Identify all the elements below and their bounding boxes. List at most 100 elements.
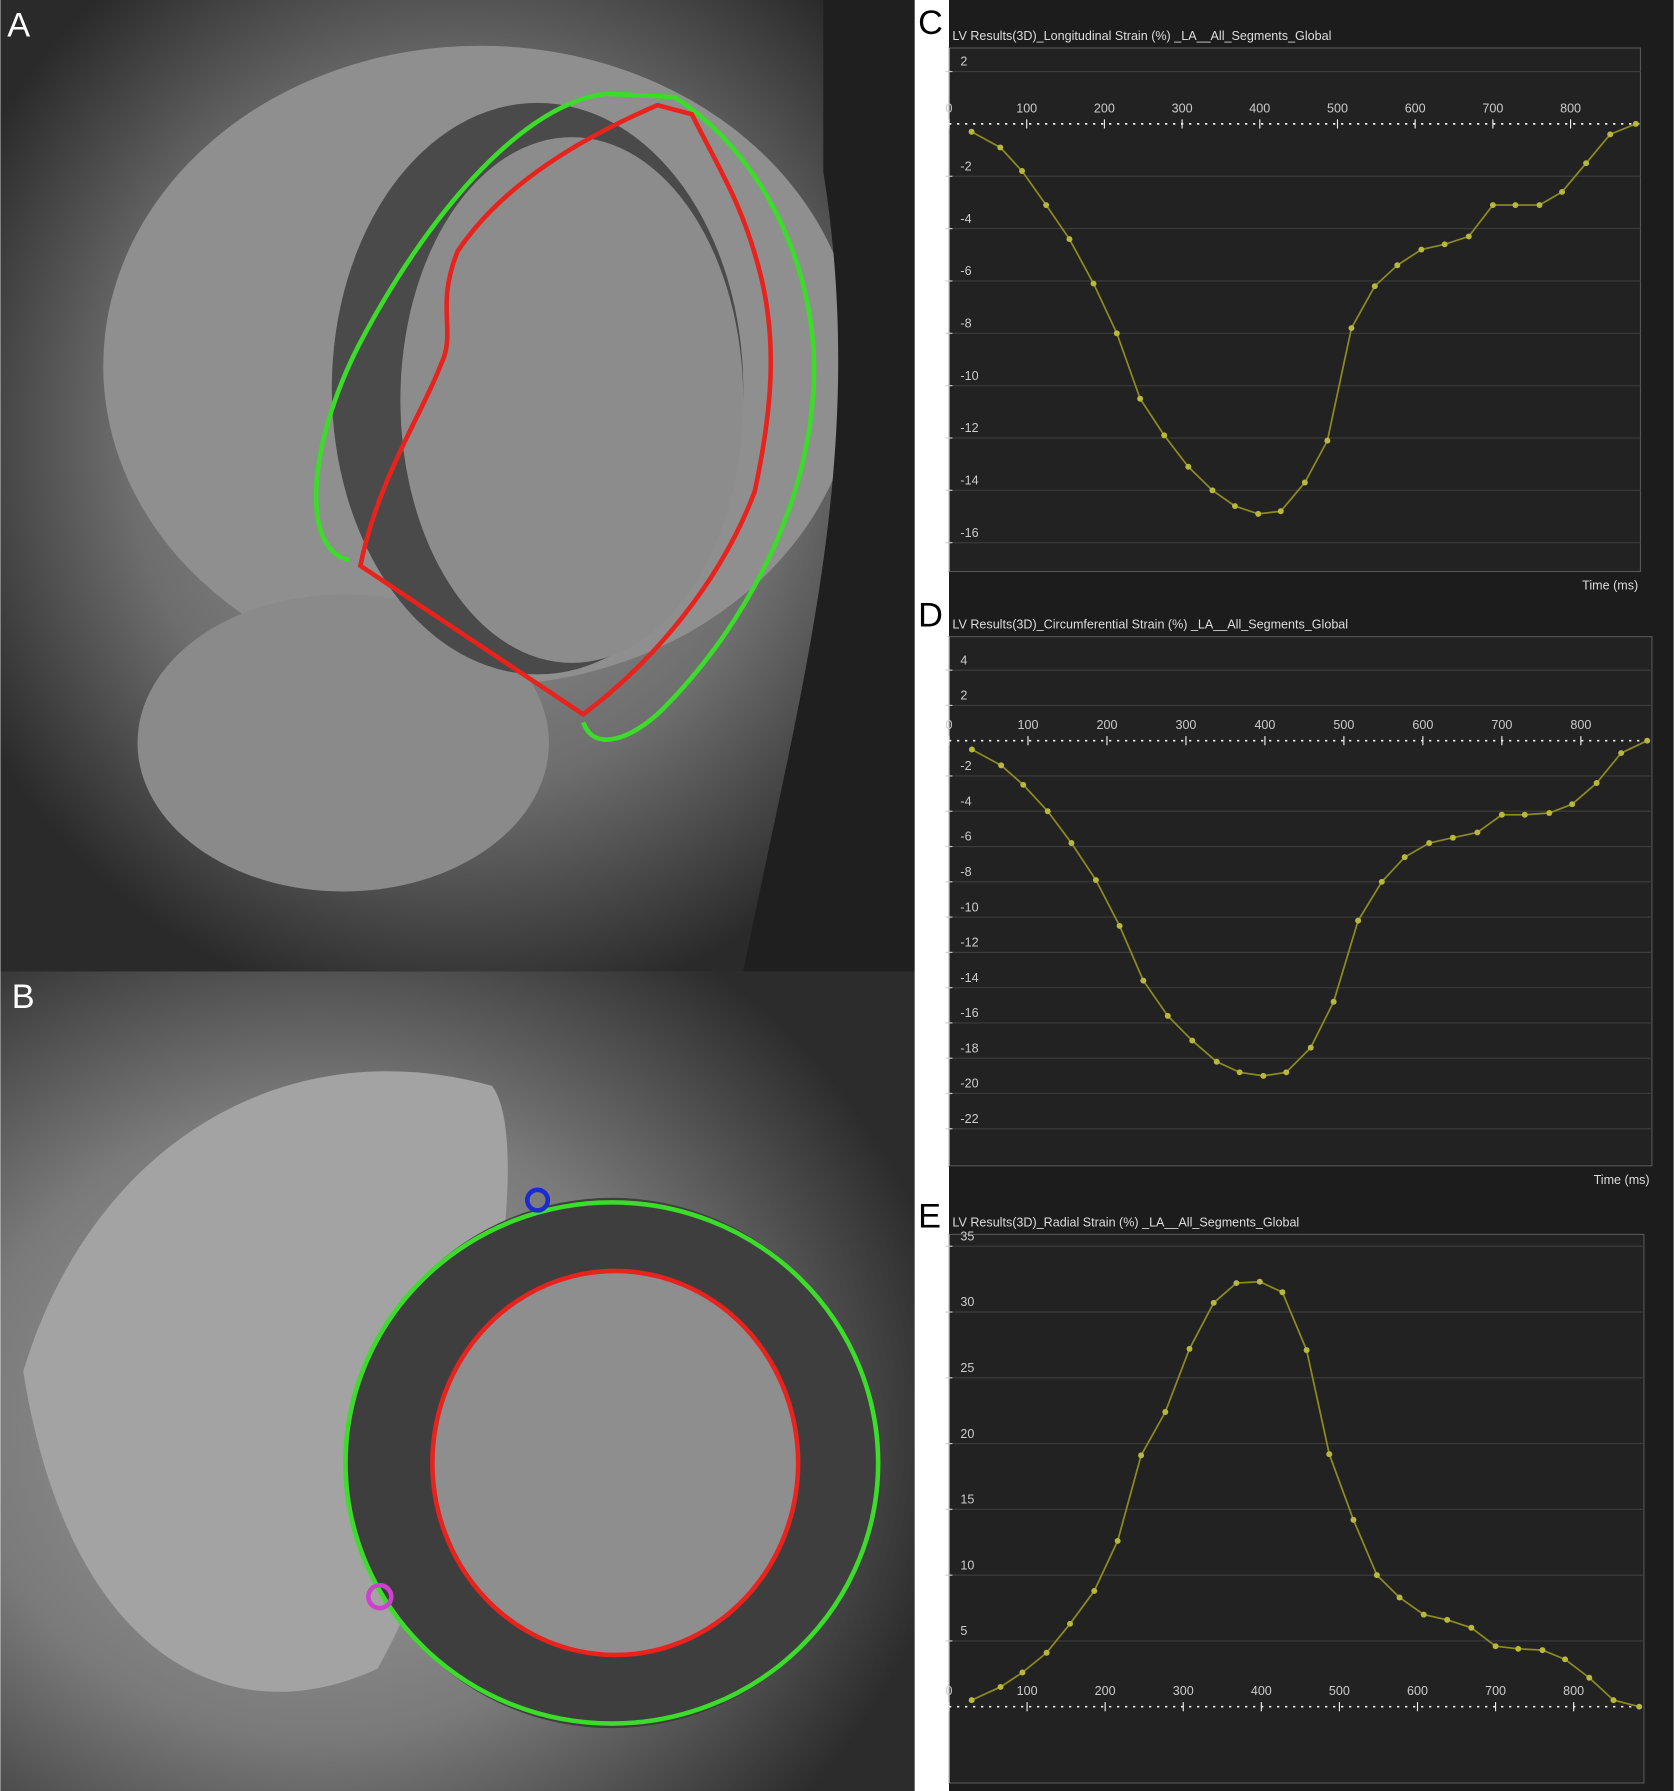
y-tick-label: -18 [960,1041,978,1055]
x-tick-label: 0 [946,101,953,115]
data-point [1256,1278,1263,1285]
data-point [1189,1037,1196,1044]
data-point [1137,395,1144,402]
y-tick-label: 20 [960,1427,974,1441]
data-point [1632,120,1639,127]
mri-long-axis [0,0,915,972]
y-tick-label: 10 [960,1558,974,1572]
data-point [1373,1572,1380,1579]
y-tick-label: -14 [960,971,978,985]
x-tick-label: 600 [1407,1684,1428,1698]
data-point [1019,1669,1026,1676]
data-point [1330,998,1337,1005]
data-point [1307,1044,1314,1051]
data-point [1326,1451,1333,1458]
x-tick-label: 200 [1096,718,1117,732]
data-point [1301,479,1308,486]
data-point [1043,1649,1050,1656]
data-point [1092,877,1099,884]
y-tick-label: -10 [960,369,978,383]
x-tick-label: 500 [1333,718,1354,732]
data-point [1401,854,1408,861]
x-tick-label: 0 [946,718,953,732]
x-tick-label: 600 [1405,101,1426,115]
data-point [1185,463,1192,470]
y-tick-label: -6 [960,830,971,844]
data-point [1164,1012,1171,1019]
panel-label: B [12,978,35,1016]
x-tick-label: 700 [1485,1684,1506,1698]
x-tick-label: 500 [1327,101,1348,115]
data-point [1562,1656,1569,1663]
data-point [998,762,1005,769]
data-point [1618,750,1625,757]
data-point [1114,1537,1121,1544]
data-point [1233,1280,1240,1287]
data-point [968,1697,975,1704]
data-point [968,128,975,135]
data-point [1441,241,1448,248]
data-point [1546,810,1553,816]
data-point [1536,202,1543,209]
data-point [1161,432,1168,439]
data-point [1492,1643,1499,1650]
y-tick-label: 15 [960,1493,974,1507]
y-tick-label: 4 [960,653,967,667]
data-point [1260,1072,1267,1079]
data-point [968,746,975,753]
label-strip [914,0,950,1791]
x-tick-label: 800 [1563,1684,1584,1698]
data-point [1396,1594,1403,1601]
data-point [1043,202,1050,209]
x-tick-label: 800 [1560,101,1581,115]
y-tick-label: 2 [960,689,967,703]
data-point [1449,834,1456,841]
data-point [1559,188,1565,195]
plot-frame [948,47,1642,573]
data-point [1420,1611,1427,1618]
x-tick-label: 400 [1251,1684,1272,1698]
data-point [1348,325,1355,332]
x-tick-label: 600 [1412,718,1433,732]
x-axis-label: Time (ms) [1594,1173,1650,1187]
y-tick-label: -2 [960,159,971,173]
data-point [1426,840,1433,846]
data-point [1019,168,1026,174]
data-point [1515,1645,1522,1652]
data-point [1066,236,1073,243]
panel-label: C [918,4,943,42]
data-point [1231,503,1238,510]
data-point [1350,1516,1357,1523]
data-point [1277,508,1284,515]
x-tick-label: 0 [946,1684,953,1698]
data-point [1583,160,1590,167]
data-point [1444,1616,1451,1623]
chart-title: LV Results(3D)_Radial Strain (%) _LA__Al… [952,1215,1299,1229]
chart-title: LV Results(3D)_Longitudinal Strain (%) _… [952,29,1331,43]
data-point [1162,1409,1169,1415]
y-tick-label: 35 [960,1229,974,1243]
data-point [1593,780,1600,787]
data-point [1090,280,1097,287]
data-point [1116,922,1123,929]
y-tick-label: 5 [960,1624,967,1638]
data-point [1067,1620,1074,1627]
y-tick-label: 2 [960,55,967,69]
x-tick-label: 200 [1094,101,1115,115]
y-tick-label: -4 [960,794,971,808]
data-point [1186,1345,1193,1352]
x-tick-label: 300 [1172,101,1193,115]
data-point [1138,1452,1145,1459]
data-point [1044,808,1051,815]
y-tick-label: -12 [960,421,978,435]
y-tick-label: -16 [960,526,978,540]
data-point [1213,1058,1220,1065]
data-point [1539,1647,1546,1654]
data-point [1236,1069,1243,1076]
data-point [1068,840,1075,846]
data-point [1324,437,1331,444]
chart-title: LV Results(3D)_Circumferential Strain (%… [952,618,1348,632]
y-tick-label: 25 [960,1361,974,1375]
data-point [1569,801,1576,808]
